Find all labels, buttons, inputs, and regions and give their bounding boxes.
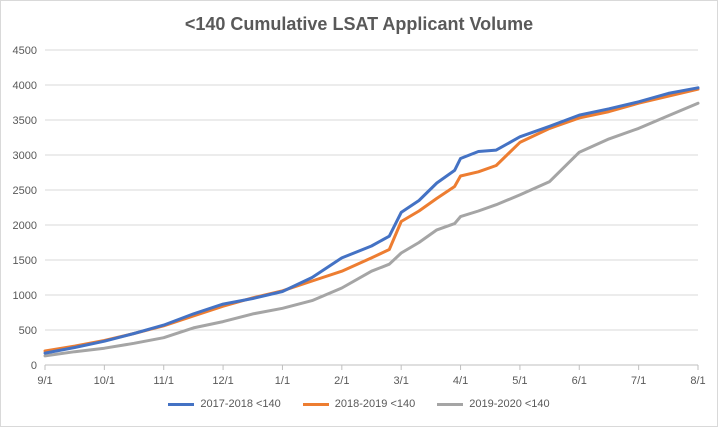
series-line-2017-2018 (43, 86, 700, 355)
x-tick-label: 11/1 (153, 375, 174, 387)
x-tick-label: 4/1 (453, 375, 468, 387)
x-tick-label: 7/1 (631, 375, 646, 387)
legend: 2017-2018 <140 2018-2019 <140 2019-2020 … (0, 398, 718, 410)
legend-label-2019-2020: 2019-2020 <140 (469, 398, 550, 410)
legend-item-2019-2020: 2019-2020 <140 (437, 398, 550, 410)
y-tick-label: 0 (31, 360, 37, 372)
legend-swatch-2017-2018 (168, 402, 195, 406)
legend-swatch-2018-2019 (302, 402, 329, 406)
y-tick-label: 3000 (13, 150, 37, 162)
y-tick-label: 1500 (13, 255, 37, 267)
x-tick-label: 10/1 (94, 375, 115, 387)
x-tick-label: 1/1 (275, 375, 290, 387)
y-tick-label: 2500 (13, 185, 37, 197)
x-tick-label: 2/1 (334, 375, 349, 387)
chart-title: <140 Cumulative LSAT Applicant Volume (184, 14, 534, 34)
legend-swatch-2019-2020 (437, 402, 464, 406)
x-tick-label: 5/1 (512, 375, 527, 387)
legend-item-2018-2019: 2018-2019 <140 (302, 398, 416, 410)
y-tick-label: 3500 (13, 115, 37, 127)
series-line-2018-2019 (43, 87, 700, 353)
y-tick-label: 4000 (13, 80, 37, 92)
y-tick-label: 1000 (13, 290, 37, 302)
y-tick-label: 500 (19, 325, 37, 337)
y-tick-label: 2000 (13, 220, 37, 232)
x-tick-label: 8/1 (690, 375, 705, 387)
x-tick-label: 6/1 (572, 375, 587, 387)
legend-item-2017-2018: 2017-2018 <140 (168, 398, 281, 410)
x-tick-label: 12/1 (212, 375, 233, 387)
series-line-2019-2020 (43, 101, 700, 358)
legend-label-2018-2019: 2018-2019 <140 (334, 398, 416, 410)
y-tick-label: 4500 (13, 45, 37, 57)
x-tick-label: 9/1 (37, 375, 52, 387)
legend-label-2017-2018: 2017-2018 <140 (200, 398, 281, 410)
x-tick-label: 3/1 (394, 375, 409, 387)
